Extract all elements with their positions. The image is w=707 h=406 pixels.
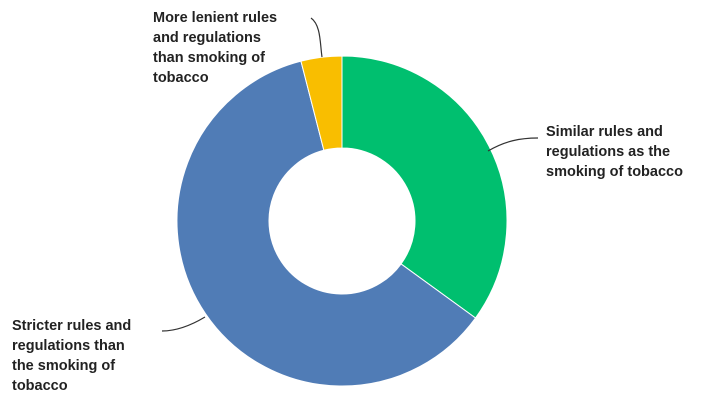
slice-label-line: Similar rules and xyxy=(546,124,663,140)
slice-label-line: regulations than xyxy=(12,338,125,354)
leader-lines xyxy=(161,17,539,332)
leader-line-2 xyxy=(161,316,206,332)
slice-label-1: Similar rules and regulations as the smoki… xyxy=(546,124,683,180)
donut-slice-3 xyxy=(300,55,343,151)
slice-label-line: and regulations xyxy=(153,30,261,46)
leader-line-1 xyxy=(487,137,539,152)
slice-label-line: regulations as the xyxy=(546,144,670,160)
slice-label-2: Stricter rules and regulations than the sm… xyxy=(12,318,131,394)
slice-label-line: tobacco xyxy=(12,378,68,394)
slice-labels: Similar rules and regulations as the smoki… xyxy=(12,10,683,394)
slice-label-line: the smoking of xyxy=(12,358,115,374)
slice-label-line: tobacco xyxy=(153,70,209,86)
slice-label-line: More lenient rules xyxy=(153,10,277,26)
slice-label-line: smoking of tobacco xyxy=(546,164,683,180)
slice-label-3: More lenient rules and regulations than sm… xyxy=(153,10,277,86)
donut-slice-2 xyxy=(176,60,477,387)
slice-label-line: than smoking of xyxy=(153,50,265,66)
slice-label-line: Stricter rules and xyxy=(12,318,131,334)
donut-slices xyxy=(176,55,508,387)
leader-line-3 xyxy=(310,17,323,58)
donut-slice-1 xyxy=(341,55,508,319)
